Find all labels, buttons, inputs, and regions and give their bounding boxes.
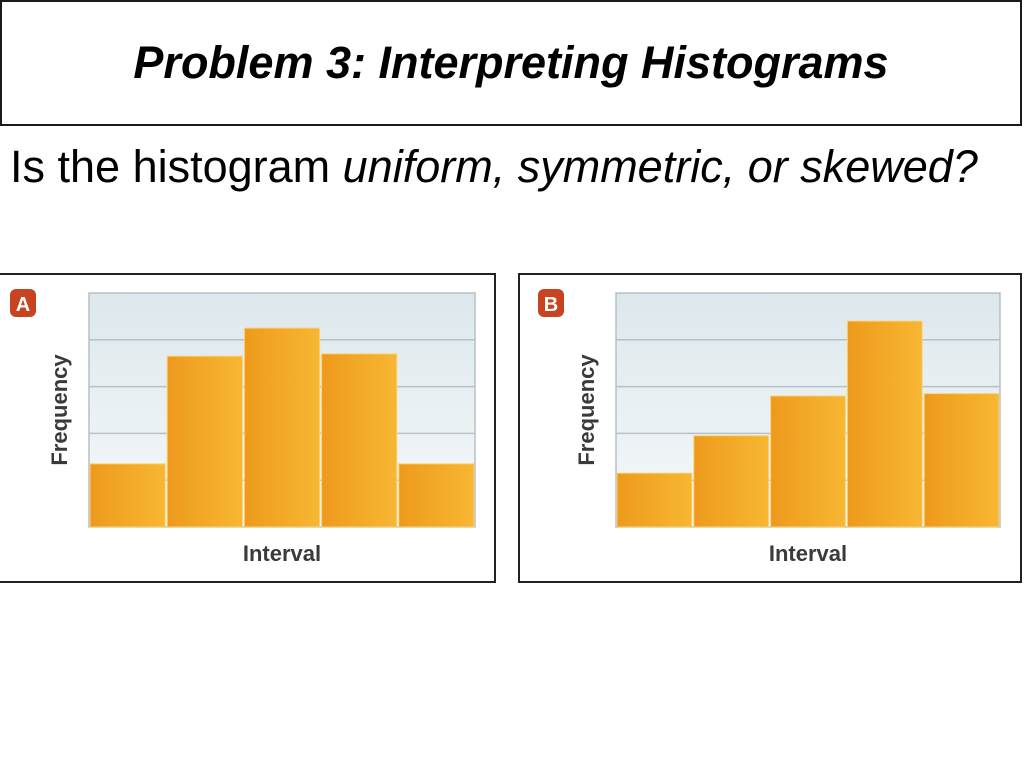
chart-badge: A <box>10 289 36 317</box>
histogram-panel-b: B Interval Frequency <box>518 273 1022 583</box>
histogram-bar <box>846 320 923 528</box>
histogram-bar <box>243 327 321 528</box>
histogram-bar <box>616 472 693 528</box>
badge-label: A <box>16 294 30 316</box>
question-prefix: Is the histogram <box>10 141 343 192</box>
slide-title: Problem 3: Interpreting Histograms <box>133 37 889 88</box>
histogram-bar <box>321 353 398 528</box>
histogram-b: B Interval Frequency <box>538 289 1001 566</box>
title-box: Problem 3: Interpreting Histograms <box>0 0 1022 126</box>
x-axis-label: Interval <box>243 541 321 566</box>
badge-label: B <box>544 294 558 316</box>
histogram-bar <box>923 393 1000 528</box>
y-axis-label: Frequency <box>574 354 599 466</box>
question-text: Is the histogram uniform, symmetric, or … <box>10 138 1016 196</box>
y-axis-label: Frequency <box>47 354 72 466</box>
histogram-bar <box>89 463 166 528</box>
badge-shape <box>10 289 36 317</box>
histogram-panel-a: A Interval Frequency <box>0 273 496 583</box>
histogram-bar <box>770 395 846 528</box>
question-emphasis: uniform, symmetric, or skewed? <box>342 141 978 192</box>
histogram-bar <box>398 463 475 528</box>
histogram-a: A Interval Frequency <box>10 289 476 566</box>
chart-badge: B <box>538 289 564 317</box>
x-axis-label: Interval <box>769 541 847 566</box>
badge-shape <box>538 289 564 317</box>
histogram-bar <box>693 435 770 528</box>
histogram-bar <box>166 355 243 528</box>
